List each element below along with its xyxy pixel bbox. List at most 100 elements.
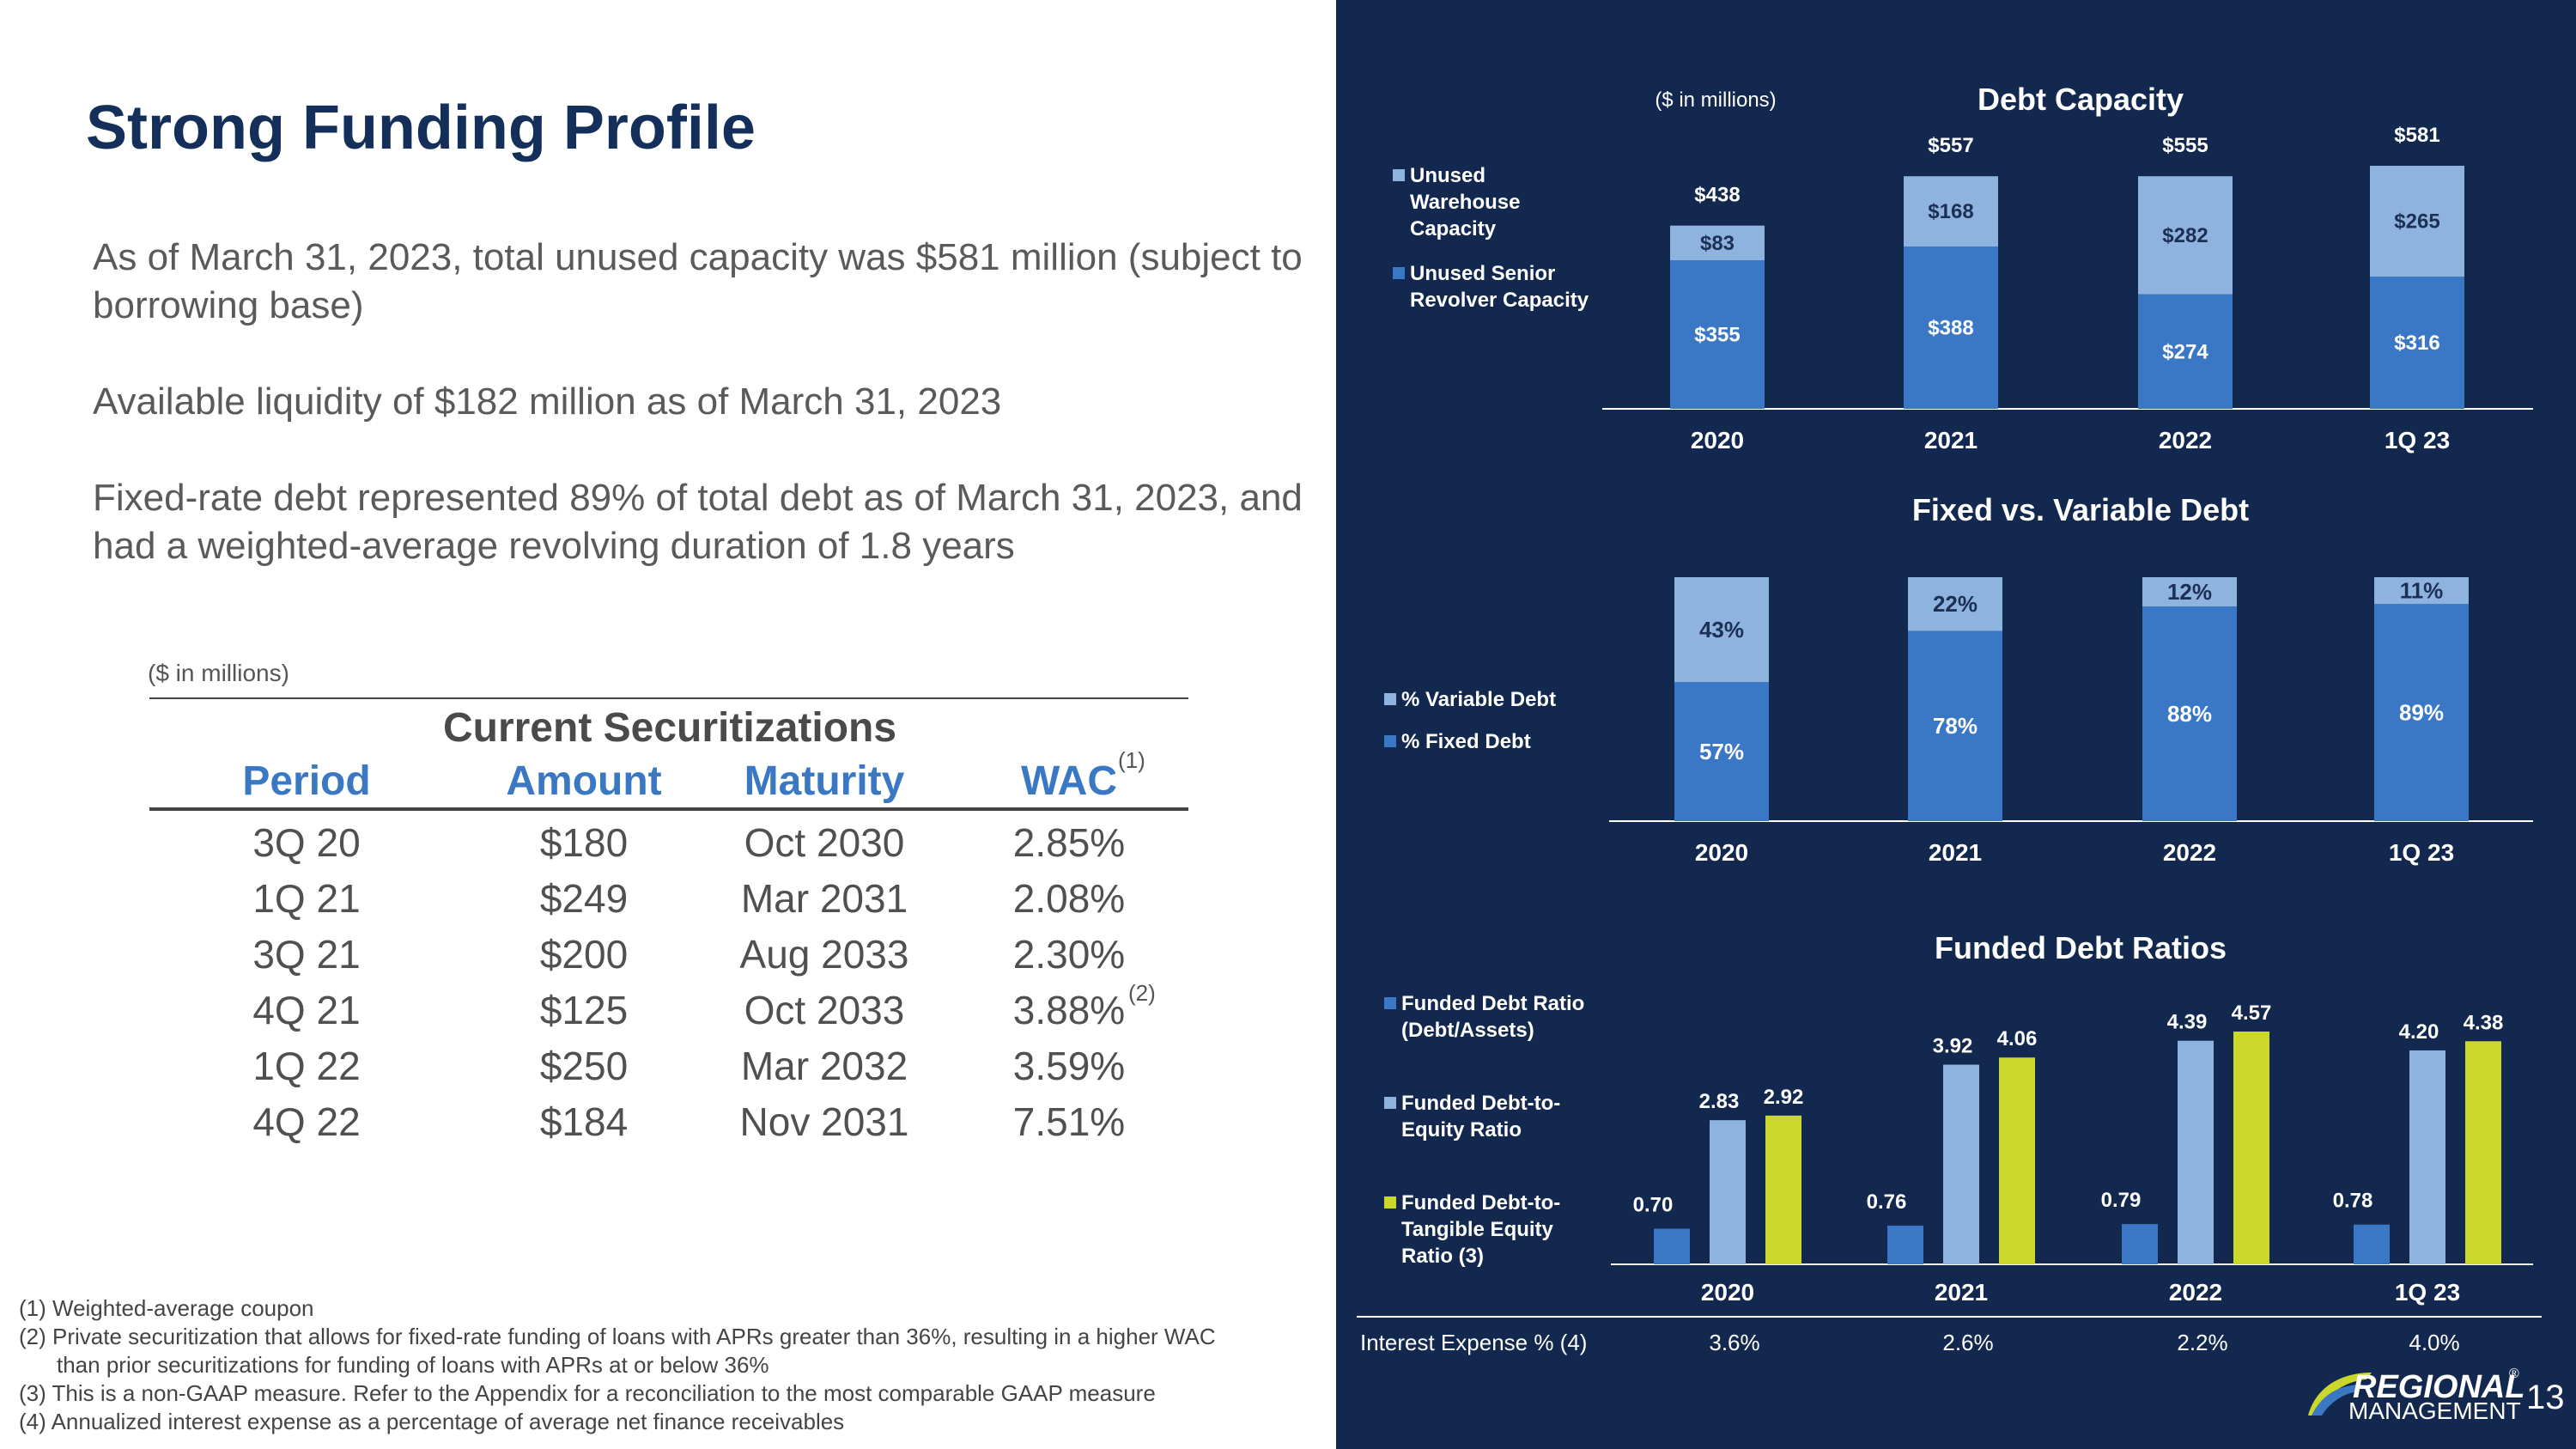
variable-debt-bar: [2142, 577, 2237, 607]
funded-ratio-label-debt-tangible-equity: 4.38: [2464, 1011, 2504, 1034]
table-cell-amount: $184: [539, 1099, 629, 1144]
table-unit-note: ($ in millions): [148, 660, 289, 686]
column-header-maturity: Maturity: [744, 758, 905, 804]
fixed-debt-bar: [1674, 682, 1769, 821]
legend-variable-debt-label: % Variable Debt: [1401, 688, 1556, 711]
legend-unused-warehouse-label: Unused: [1410, 164, 1485, 187]
debt-capacity-total-label: $557: [1928, 134, 1973, 157]
legend-funded-debt-equity-swatch: [1384, 1097, 1396, 1109]
column-header-wac: WAC: [1021, 758, 1117, 804]
fixed-debt-label: 57%: [1699, 739, 1744, 764]
footnote-1: (1) Weighted-average coupon: [19, 1295, 314, 1321]
funded-ratio-bar-debt-assets: [2354, 1224, 2390, 1264]
table-cell-maturity: Oct 2033: [744, 988, 905, 1032]
table-cell-wac: 7.51%: [1012, 1099, 1126, 1144]
fixed-debt-bar: [2374, 604, 2469, 821]
table-cell-period: 3Q 20: [252, 820, 361, 865]
funded-debt-category-label: 2020: [1701, 1279, 1754, 1306]
debt-capacity-total-label: $438: [1694, 184, 1740, 207]
table-cell-wac: 2.30%: [1012, 932, 1126, 977]
debt-capacity-warehouse-label: $282: [2162, 224, 2208, 247]
variable-debt-bar: [1908, 577, 2002, 631]
table-cell-amount: $180: [539, 820, 629, 865]
funded-ratio-label-debt-equity: 3.92: [1933, 1035, 1973, 1058]
debt-capacity-bar-warehouse: [2370, 166, 2464, 277]
fixed-variable-category-label: 2020: [1695, 839, 1748, 866]
debt-capacity-revolver-label: $355: [1694, 324, 1740, 347]
debt-capacity-revolver-label: $274: [2162, 340, 2208, 363]
funded-ratio-bar-debt-assets: [1887, 1225, 1923, 1264]
wac-row-footnote-marker: (2): [1128, 980, 1156, 1006]
funded-ratio-label-debt-equity: 4.39: [2167, 1011, 2208, 1034]
table-cell-wac: 3.59%: [1012, 1044, 1126, 1088]
legend-funded-debt-equity-label: Equity Ratio: [1401, 1118, 1522, 1142]
legend-funded-debt-tangible-label: Ratio (3): [1401, 1245, 1484, 1268]
funded-ratio-label-debt-assets: 0.70: [1633, 1193, 1674, 1216]
table-cell-period: 3Q 21: [252, 932, 361, 977]
funded-ratio-label-debt-equity: 4.20: [2399, 1020, 2439, 1044]
legend-unused-revolver-label: Revolver Capacity: [1410, 289, 1589, 312]
bullet-unused-capacity: As of March 31, 2023, total unused capac…: [93, 236, 1303, 326]
table-title: Current Securitizations: [442, 705, 897, 751]
legend-unused-warehouse-label: Capacity: [1410, 217, 1497, 240]
debt-capacity-warehouse-label: $83: [1700, 232, 1735, 255]
fixed-debt-label: 88%: [2167, 701, 2212, 727]
funded-ratio-bar-debt-tangible-equity: [1999, 1057, 2035, 1264]
legend-unused-warehouse-swatch: [1393, 169, 1405, 181]
debt-capacity-category-label: 2022: [2159, 427, 2212, 454]
fixed-variable-category-label: 1Q 23: [2389, 839, 2454, 866]
table-cell-maturity: Nov 2031: [739, 1099, 909, 1144]
debt-capacity-category-label: 2020: [1691, 427, 1744, 454]
logo-registered-mark: ®: [2509, 1367, 2519, 1381]
table-top-rule: [149, 697, 1188, 699]
table-cell-period: 4Q 21: [252, 988, 361, 1032]
legend-funded-debt-ratio-label: Funded Debt Ratio: [1401, 992, 1584, 1015]
funded-ratio-bar-debt-equity: [2409, 1050, 2445, 1264]
legend-unused-warehouse-label: Warehouse: [1410, 191, 1520, 214]
funded-ratio-label-debt-equity: 2.83: [1699, 1090, 1740, 1113]
variable-debt-label: 22%: [1933, 591, 1978, 617]
variable-debt-bar: [1674, 577, 1769, 683]
debt-capacity-category-label: 1Q 23: [2385, 427, 2450, 454]
debt-capacity-warehouse-label: $265: [2394, 210, 2439, 234]
table-cell-wac: 2.08%: [1012, 876, 1126, 921]
page-number: 13: [2526, 1379, 2565, 1416]
fixed-debt-bar: [2142, 606, 2237, 821]
table-cell-maturity: Aug 2033: [739, 932, 909, 977]
funded-debt-category-label: 1Q 23: [2395, 1279, 2460, 1306]
table-cell-maturity: Mar 2032: [740, 1044, 908, 1088]
table-cell-amount: $200: [539, 932, 629, 977]
logo-wordmark-bottom: MANAGEMENT: [2348, 1397, 2521, 1424]
column-header-amount: Amount: [506, 758, 662, 804]
funded-ratio-bar-debt-tangible-equity: [2233, 1032, 2269, 1264]
table-cell-period: 1Q 21: [252, 876, 361, 921]
table-cell-wac: 3.88%: [1012, 988, 1126, 1032]
legend-unused-revolver-label: Unused Senior: [1410, 262, 1555, 285]
debt-capacity-bar-revolver: [1670, 260, 1765, 409]
interest-expense-value: 2.2%: [2177, 1330, 2227, 1355]
legend-fixed-debt-label: % Fixed Debt: [1401, 730, 1531, 753]
table-cell-period: 4Q 22: [252, 1099, 361, 1144]
debt-capacity-unit-note: ($ in millions): [1655, 88, 1776, 112]
debt-capacity-revolver-label: $388: [1928, 317, 1973, 340]
chart-title-fixed-variable: Fixed vs. Variable Debt: [1912, 492, 2249, 527]
funded-ratio-label-debt-tangible-equity: 4.06: [1997, 1027, 2038, 1050]
legend-variable-debt-swatch: [1384, 693, 1396, 705]
fixed-variable-category-label: 2022: [2163, 839, 2216, 866]
debt-capacity-total-label: $581: [2394, 124, 2439, 147]
wac-footnote-marker: (1): [1118, 747, 1145, 773]
logo-wordmark-top: REGIONAL: [2353, 1369, 2525, 1405]
legend-funded-debt-tangible-label: Tangible Equity: [1401, 1218, 1554, 1241]
legend-fixed-debt-swatch: [1384, 735, 1396, 747]
interest-expense-label: Interest Expense % (4): [1360, 1330, 1587, 1355]
debt-capacity-total-label: $555: [2162, 134, 2208, 157]
footnote-2: (2) Private securitization that allows f…: [19, 1324, 1216, 1349]
debt-capacity-bar-warehouse: [1904, 176, 1998, 247]
bullet-liquidity: Available liquidity of $182 million as o…: [93, 381, 1002, 423]
debt-capacity-bar-warehouse: [1670, 225, 1765, 261]
footnote-4: (4) Annualized interest expense as a per…: [19, 1409, 845, 1434]
variable-debt-label: 12%: [2167, 579, 2212, 605]
debt-capacity-bar-revolver: [1904, 247, 1998, 409]
funded-ratio-bar-debt-equity: [1710, 1120, 1746, 1264]
funded-ratio-bar-debt-assets: [1654, 1228, 1690, 1264]
